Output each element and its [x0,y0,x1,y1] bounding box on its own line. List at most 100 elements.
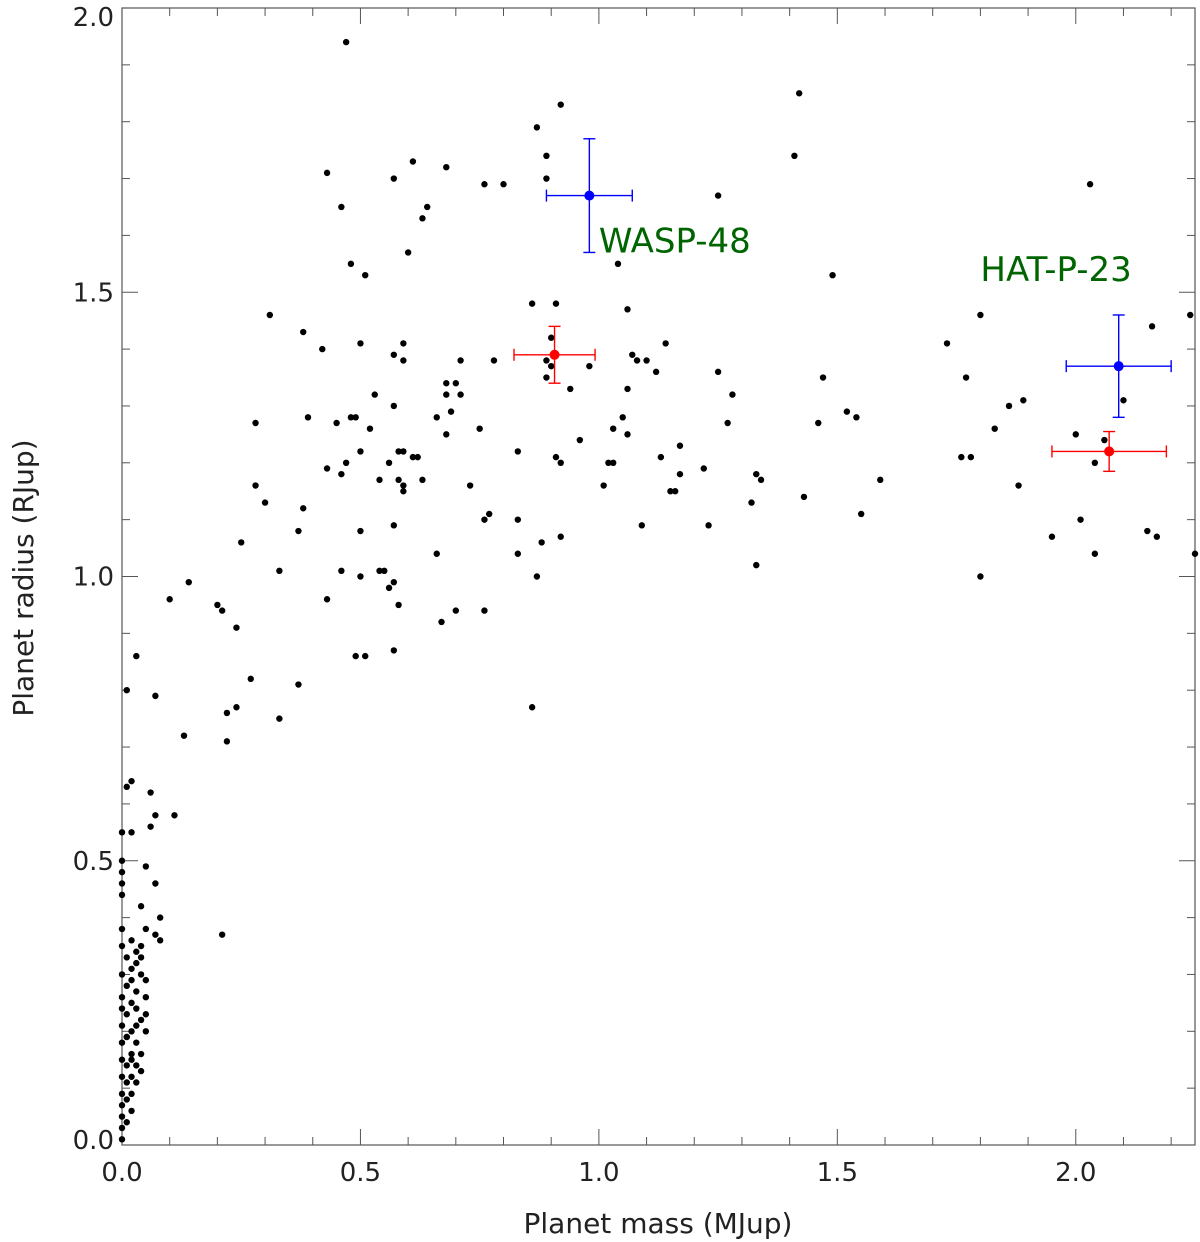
highlighted-points [513,138,1172,473]
data-point [395,448,402,455]
data-points [118,38,1199,1143]
y-tick-label: 1.5 [73,278,114,308]
data-point [147,789,154,796]
data-point [614,260,622,268]
data-point [657,453,665,461]
data-point [543,374,550,381]
axes [121,7,1196,1146]
data-point [123,1033,130,1041]
data-point [233,624,240,631]
data-point [128,937,135,944]
data-point [390,647,398,654]
data-point [543,357,550,364]
x-tick-label: 0.0 [101,1158,142,1188]
data-point [333,419,340,427]
data-point [643,357,650,364]
data-point [557,101,564,108]
data-point [133,1062,140,1069]
data-point [128,999,135,1007]
data-point [390,578,398,586]
y-tick-label: 0.0 [73,1126,114,1156]
data-point [133,1005,140,1012]
data-point [118,925,126,933]
data-point [338,470,345,478]
highlight-point [584,190,595,201]
data-point [1020,397,1027,404]
data-point [133,988,140,995]
data-point [609,459,617,466]
data-point [1191,550,1199,557]
data-point [476,425,483,432]
data-point [362,271,369,279]
data-point [362,652,369,660]
data-point [395,601,402,609]
data-point [724,419,731,427]
data-point [1072,431,1079,438]
ticks [121,7,1195,1146]
data-point [528,300,536,307]
data-point [748,499,755,506]
data-point [123,1011,130,1018]
data-point [662,340,669,347]
data-point [357,448,364,455]
data-point [118,1102,126,1109]
data-point [357,527,364,535]
data-point [319,345,326,353]
data-point [128,965,135,972]
data-point [671,488,679,495]
data-point [123,1119,130,1126]
data-point [137,903,145,910]
data-point [128,1050,135,1058]
data-point [490,357,498,364]
data-point [390,175,398,182]
data-point [543,175,550,182]
data-point [958,453,965,461]
data-point [1086,181,1094,188]
data-point [214,601,221,609]
data-point [486,510,493,518]
data-point [533,124,541,131]
data-point [233,704,240,711]
data-point [977,573,984,580]
data-point [481,607,488,614]
data-point [123,954,130,961]
data-point [795,90,803,97]
data-point [481,516,488,523]
data-point [304,414,312,421]
data-point [137,1050,145,1058]
tick-labels: 0.0 0.5 1.0 1.5 2.0 0.0 0.5 1.0 1.5 2.0 [73,3,1097,1188]
data-point [791,152,798,160]
data-point [118,1136,126,1143]
data-point [409,453,417,461]
error-bar-point [513,325,596,384]
data-point [137,942,145,950]
data-point [118,857,126,864]
error-bar-point [1051,430,1168,473]
data-point [118,1090,126,1098]
data-point [137,1067,145,1075]
data-point [605,459,612,466]
data-point [128,1090,135,1098]
data-point [466,482,474,489]
data-point [419,215,426,222]
data-point [433,414,440,421]
data-point [118,868,126,876]
data-point [1120,397,1127,404]
data-point [624,431,631,438]
data-point [123,1079,130,1086]
data-point [395,476,402,484]
data-point [261,499,269,506]
data-point [700,465,708,472]
data-point [390,351,398,358]
annotations: WASP-48 HAT-P-23 [599,221,1132,289]
data-point [514,550,522,557]
data-point [1187,311,1194,319]
data-point [252,482,259,489]
data-point [400,488,407,495]
data-point [133,1079,140,1086]
data-point [133,652,140,660]
data-point [323,169,331,177]
data-point [629,351,636,358]
data-point [443,431,450,438]
data-point [142,863,150,870]
